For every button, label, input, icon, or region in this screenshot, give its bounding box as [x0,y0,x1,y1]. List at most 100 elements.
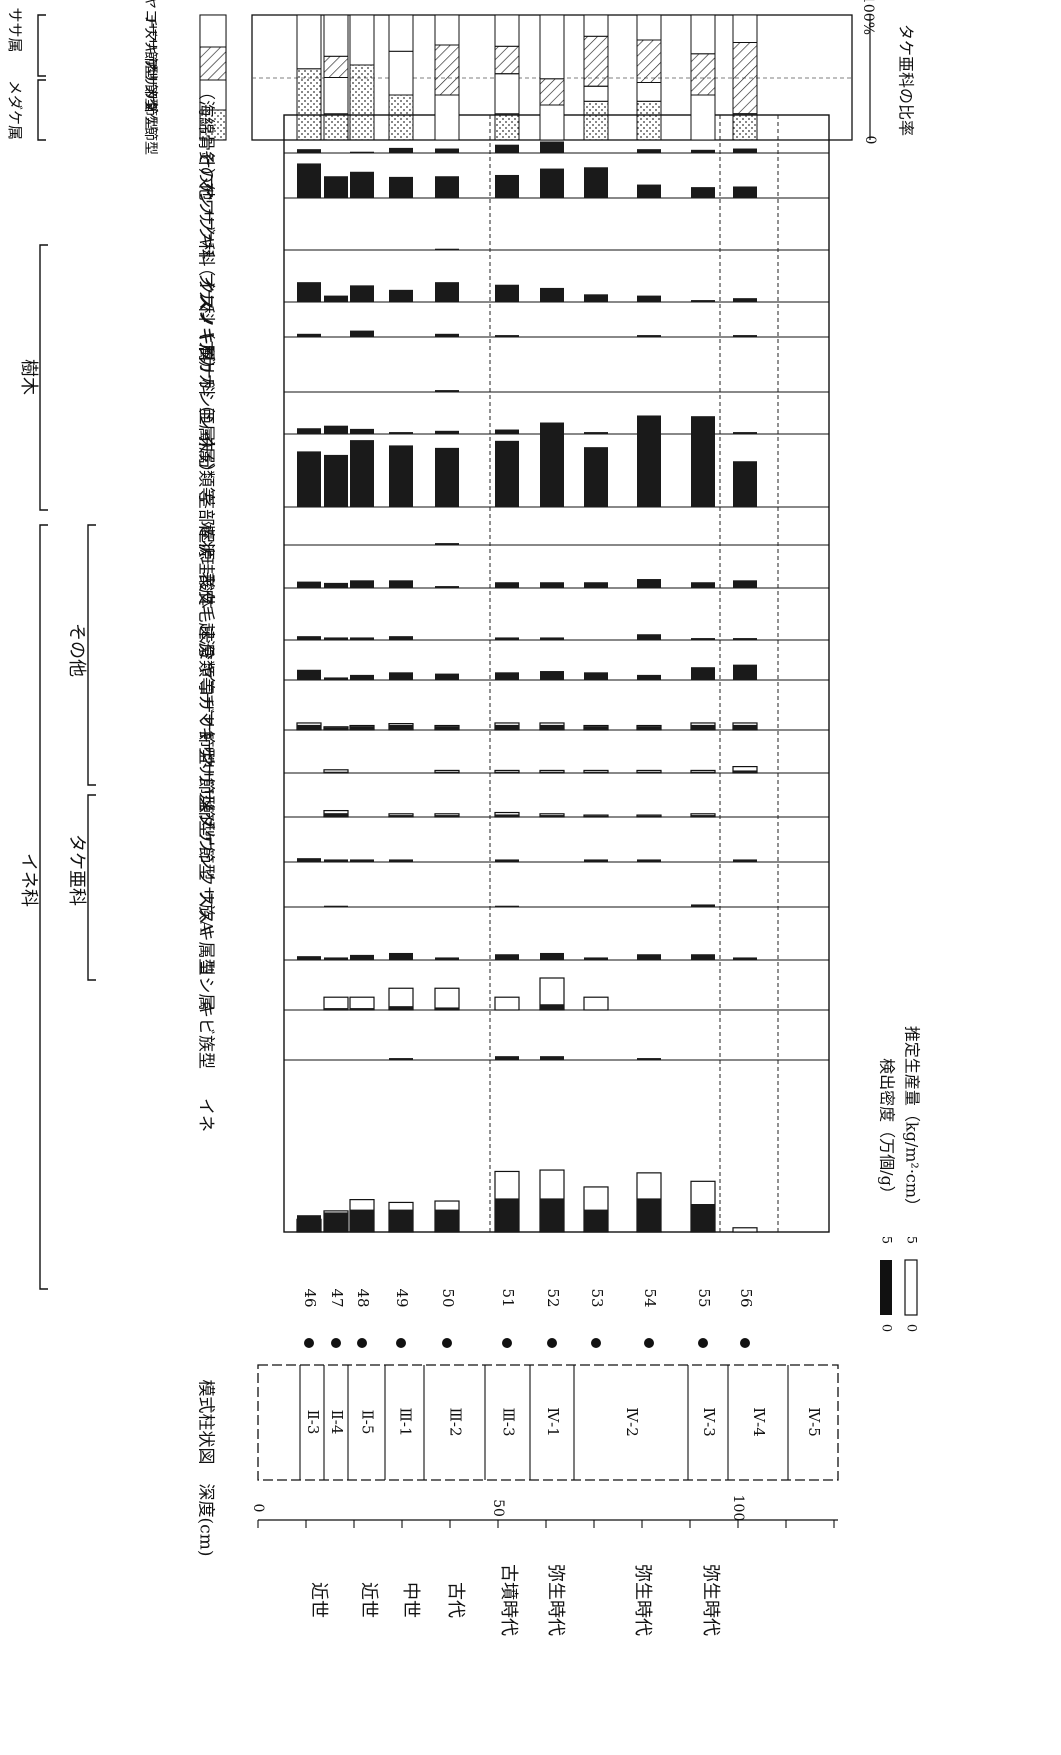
density-bar [389,724,413,730]
density-bar [324,813,348,817]
density-bar [435,390,459,392]
sample-number: 53 [588,1288,606,1307]
density-bar [350,954,374,960]
ratio-bracket-medake [37,79,46,141]
taxon-label: メダケ節型 [196,796,216,881]
density-bar [324,425,348,434]
density-bar [637,859,661,862]
density-bar [435,586,459,588]
density-bar [350,1209,374,1232]
ratio-legend-label: メダケ節型 [142,85,159,155]
sample-dot [502,1338,512,1348]
ratio-segment [690,94,716,141]
density-bar [435,176,459,198]
density-bar [297,581,321,588]
density-bar [297,451,321,507]
density-bar [389,432,413,434]
density-bar [584,672,608,680]
taxon-label: キビ族型 [196,1001,216,1069]
density-bar [324,637,348,640]
density-bar [350,674,374,680]
density-bar [495,814,519,817]
density-bar [691,724,715,730]
density-bar [435,726,459,730]
ratio-segment [690,14,716,55]
depth-tick-label: 100 [730,1495,746,1522]
density-bar [691,904,715,907]
density-bar [584,957,608,960]
density-bar [350,726,374,730]
layer-label: Ⅳ-3 [700,1407,718,1437]
density-bar [584,726,608,730]
ratio-segment [583,100,609,141]
density-bar [389,1058,413,1060]
taxon-label: ススキ属型 [196,891,216,976]
density-bar [691,416,715,507]
legend-production-zero: 0 [904,1324,919,1332]
density-bar [733,298,757,302]
text-labels: イネキビ族型ヨシ属ススキ属型ウシクサ族Aメダケ節型ネザサ節型チマキザサ節型ミヤコ… [6,0,922,1636]
ratio-segment [323,77,349,115]
density-bar [495,954,519,960]
density-bar [435,333,459,337]
density-bar [637,295,661,302]
layer-label: Ⅲ-1 [397,1407,415,1436]
ratio-segment [732,113,758,141]
density-bar [637,184,661,198]
taxon-label: 未分類等 [196,626,216,694]
ratio-segment [434,94,460,141]
ratio-segment [583,14,609,37]
density-bar [733,638,757,640]
density-bar [389,580,413,588]
ratio-legend-label: ネザサ節型 [142,60,159,130]
legend-production-text: 推定生産量（kg/m²·cm） [903,1026,922,1214]
sample-number: 47 [328,1288,346,1307]
ratio-segment [583,85,609,102]
density-bar [540,168,564,198]
ratio-legend-swatch [199,14,227,48]
density-bar [691,667,715,680]
other-bracket [87,524,96,786]
density-bar [389,815,413,817]
density-bar [540,1198,564,1232]
density-bar [435,430,459,434]
density-bar [389,672,413,680]
ratio-legend-swatch [199,109,227,141]
ratio-segment [323,55,349,78]
density-bar [350,637,374,640]
density-bar [637,432,661,434]
density-bar [389,1006,413,1010]
sample-dot [442,1338,452,1348]
density-bar [691,149,715,153]
density-bar [495,174,519,198]
sample-dot [698,1338,708,1348]
ratio-segment [434,44,460,96]
taxon-label: ウシクサ族A [196,835,216,933]
density-bar [435,1209,459,1232]
density-bar [297,858,321,862]
ratio-axis-zero: 0 [862,136,878,145]
strat-column-frame [257,1364,839,1481]
legend-density-zero: 0 [879,1324,894,1332]
density-bar [435,957,459,960]
density-bar [389,636,413,640]
density-bar [297,333,321,337]
ratio-segment [690,53,716,96]
density-bar [495,144,519,153]
ratio-bracket-sasa [37,14,46,77]
legend-density-text: 検出密度（万個/g） [878,1058,897,1202]
density-bar [540,671,564,680]
density-bar [584,432,608,434]
period-label: 古代 [445,1582,466,1618]
production-bar [732,1227,758,1233]
density-bar [495,582,519,588]
density-bar [495,771,519,773]
density-bar [495,1056,519,1060]
density-bar [637,415,661,507]
density-bar [324,176,348,198]
group-label-grass: イネ科 [18,853,39,907]
legend-density-swatch [880,1260,892,1315]
ratio-segment [388,50,414,96]
ratio-segment [296,68,322,141]
density-bar [324,454,348,507]
